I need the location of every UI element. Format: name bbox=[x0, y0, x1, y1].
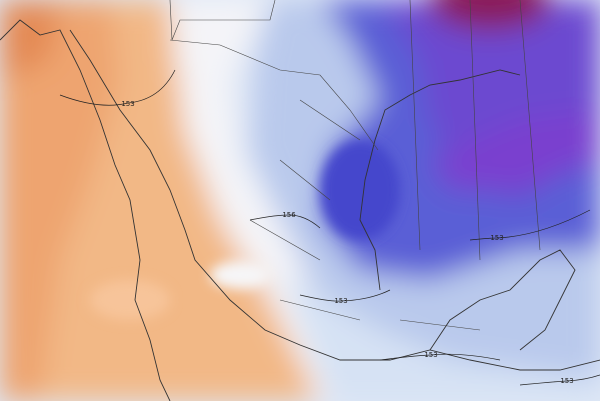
contour-label: 153 bbox=[560, 377, 573, 385]
contour-label: 156 bbox=[282, 211, 296, 219]
contour-label: 153 bbox=[424, 351, 437, 359]
contours bbox=[59, 69, 600, 386]
temperature-detail bbox=[90, 140, 400, 320]
contour-labels: 153 156 153 153 153 153 bbox=[121, 100, 573, 385]
contour-label: 153 bbox=[490, 234, 503, 242]
contour-label: 153 bbox=[121, 100, 134, 108]
contour-label: 153 bbox=[334, 297, 347, 305]
